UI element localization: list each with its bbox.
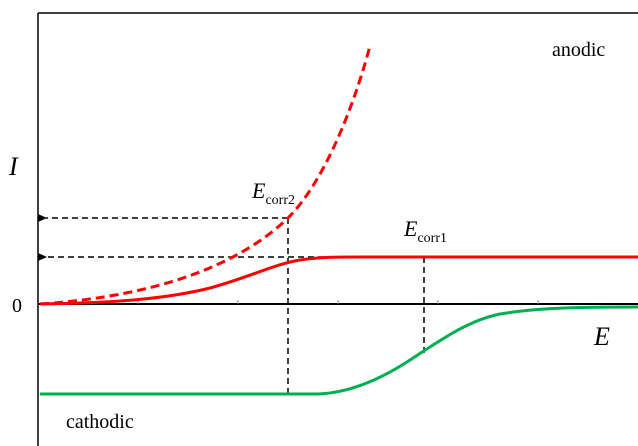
ecorr1-main: E [403, 216, 418, 241]
cathodic-curve [40, 305, 638, 396]
zero-label: 0 [12, 295, 22, 317]
anodic-curve-solid [39, 255, 638, 306]
anodic-curve-dashed [39, 45, 372, 306]
cathodic-region-label: cathodic [66, 411, 134, 433]
anodic-region-label: anodic [552, 39, 605, 61]
x-axis-label: E [593, 322, 610, 351]
ecorr1-label: Ecorr1 [403, 216, 447, 246]
ecorr1-subscript: corr1 [417, 231, 447, 246]
ecorr2-subscript: corr2 [265, 193, 295, 208]
guide-lines [38, 214, 425, 394]
ecorr2-main: E [251, 178, 266, 203]
y-axis-label: I [8, 152, 19, 181]
ecorr2-label: Ecorr2 [251, 178, 295, 208]
